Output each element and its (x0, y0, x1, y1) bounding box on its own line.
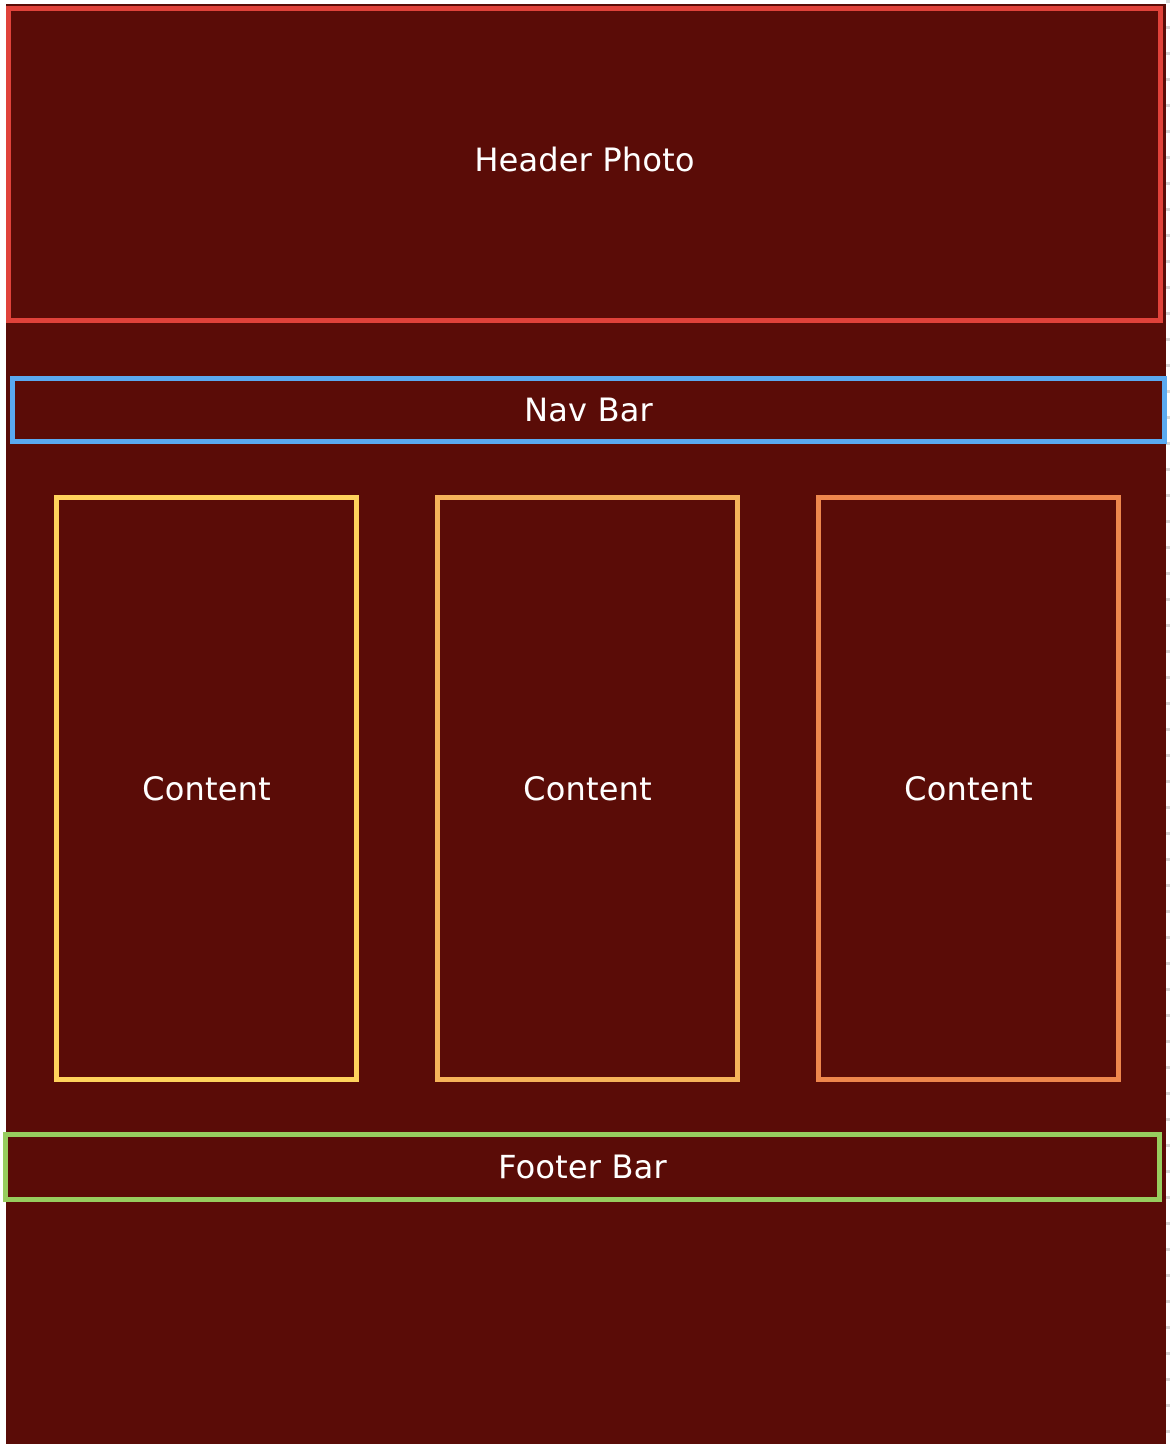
nav-bar-block: Nav Bar (10, 376, 1167, 444)
footer-bar-label: Footer Bar (498, 1148, 667, 1186)
footer-bar-block: Footer Bar (3, 1132, 1162, 1202)
content-label-2: Content (523, 769, 652, 808)
content-label-3: Content (904, 769, 1033, 808)
layout-canvas (6, 4, 1166, 1444)
content-block-1: Content (54, 495, 359, 1082)
nav-bar-label: Nav Bar (524, 391, 653, 429)
header-photo-label: Header Photo (474, 140, 695, 179)
content-label-1: Content (142, 769, 271, 808)
dotted-page-edge (1166, 0, 1170, 1448)
header-photo-block: Header Photo (6, 6, 1163, 323)
content-block-2: Content (435, 495, 740, 1082)
content-block-3: Content (816, 495, 1121, 1082)
